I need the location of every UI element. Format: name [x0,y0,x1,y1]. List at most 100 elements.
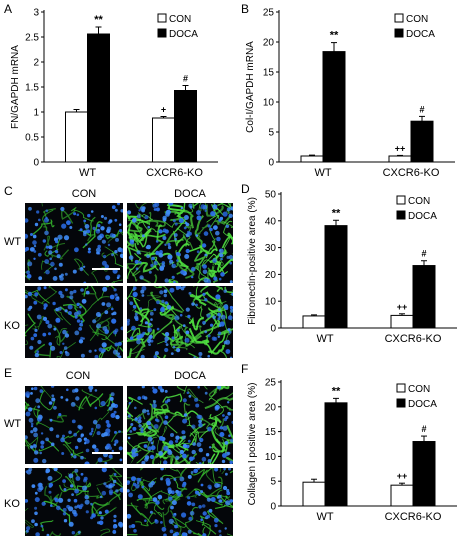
nucleus [226,349,231,354]
nucleus [62,330,67,335]
nucleus [78,327,82,331]
nucleus [152,387,155,390]
nucleus [106,420,110,424]
nucleus [134,315,138,319]
nucleus [172,500,177,505]
nucleus [202,264,207,269]
nucleus [57,235,62,240]
nucleus [31,519,35,523]
nucleus [204,330,207,333]
nucleus [29,306,32,309]
nucleus [167,243,170,246]
nucleus [198,493,201,496]
nucleus [164,348,168,352]
x-tick-label: CXCR6-KO [385,511,442,523]
nucleus [175,223,178,226]
nucleus [74,506,77,509]
nucleus [169,260,173,264]
significance-mark: ++ [397,302,408,312]
nucleus [46,246,49,249]
panel-letter: A [4,2,12,16]
nucleus [84,442,86,444]
nucleus [53,406,57,410]
nucleus [64,488,67,491]
nucleus [140,290,144,294]
nucleus [103,255,106,258]
nucleus [135,484,140,489]
nucleus [111,308,114,311]
nucleus [111,403,116,408]
nucleus [106,302,111,307]
nucleus [167,399,170,402]
bar-doca [413,442,435,506]
nucleus [131,326,136,331]
nucleus [83,266,85,268]
y-tick-label: 0 [33,158,39,169]
nucleus [82,486,87,491]
nucleus [81,433,84,436]
nucleus [100,516,103,519]
y-tick-label: 2.5 [25,33,39,44]
nucleus [48,250,52,254]
nucleus [190,206,193,209]
nucleus [180,270,185,275]
scale-bar [92,268,120,270]
nucleus [34,523,38,527]
nucleus [98,457,103,462]
nucleus [119,229,122,232]
nucleus [176,348,180,352]
nucleus [114,219,117,222]
nucleus [162,236,166,240]
nucleus [115,238,119,242]
nucleus [183,482,187,486]
nucleus [58,413,61,416]
nucleus [207,334,210,337]
nucleus [168,490,172,494]
nucleus [115,209,118,212]
nucleus [112,205,116,209]
nucleus [142,206,146,210]
nucleus [95,407,98,410]
nucleus [86,510,89,513]
nucleus [86,291,90,295]
nucleus [181,207,183,209]
nucleus [50,419,53,422]
nucleus [174,525,178,529]
nucleus [218,530,221,533]
nucleus [153,497,158,502]
nucleus [229,214,233,218]
nucleus [165,229,169,233]
nucleus [165,301,168,304]
nucleus [222,414,225,417]
nucleus [219,249,221,251]
legend-swatch-con [158,14,166,22]
nucleus [138,424,141,427]
nucleus [173,219,176,222]
nucleus [184,227,187,230]
nucleus [91,430,93,432]
nucleus [192,450,196,454]
nucleus [27,396,29,398]
nucleus [115,343,119,347]
nucleus [225,416,228,419]
nucleus [85,495,89,499]
nucleus [128,493,133,498]
nucleus [41,525,44,528]
significance-mark: # [421,249,426,259]
nucleus [186,249,190,253]
nucleus [66,220,71,225]
nucleus [228,315,233,320]
nucleus [159,290,163,294]
nucleus [203,511,207,515]
nucleus [105,510,109,514]
nucleus [37,315,42,320]
nucleus [151,442,154,445]
nucleus [101,215,104,218]
nucleus [209,509,213,513]
nucleus [33,250,36,253]
significance-mark: # [419,104,424,114]
nucleus [107,423,111,427]
nucleus [180,477,185,482]
nucleus [219,432,224,437]
